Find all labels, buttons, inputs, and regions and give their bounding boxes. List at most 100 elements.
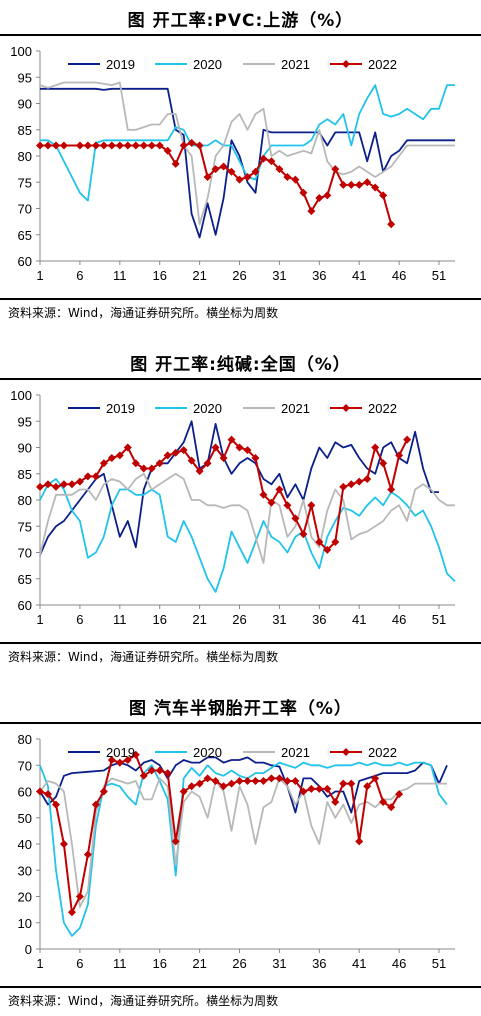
data-point-2022 — [75, 892, 84, 901]
x-tick-label: 21 — [192, 612, 206, 627]
data-point-2022 — [99, 787, 108, 796]
series-line-2020 — [39, 478, 456, 593]
data-point-2022 — [267, 157, 276, 166]
data-point-2022 — [243, 777, 252, 785]
data-point-2022 — [315, 194, 324, 202]
data-point-2022 — [395, 451, 404, 460]
y-tick-label: 65 — [18, 572, 32, 587]
y-tick-label: 60 — [18, 598, 32, 613]
data-point-2022 — [259, 154, 268, 163]
data-point-2022 — [387, 803, 396, 812]
data-point-2022 — [387, 220, 396, 229]
x-tick-label: 1 — [36, 268, 43, 283]
y-tick-label: 90 — [18, 97, 32, 112]
y-tick-label: 40 — [18, 837, 32, 852]
x-tick-label: 51 — [432, 612, 446, 627]
data-point-2022 — [115, 141, 124, 150]
y-tick-label: 95 — [18, 70, 32, 85]
data-point-2022 — [291, 514, 300, 523]
data-point-2022 — [67, 480, 76, 489]
data-point-2022 — [43, 480, 52, 489]
data-point-2022 — [363, 782, 372, 791]
legend-label-2019: 2019 — [106, 745, 135, 760]
legend-label-2022: 2022 — [368, 401, 397, 416]
data-point-2022 — [275, 774, 284, 783]
legend-marker-2022 — [342, 60, 350, 68]
data-point-2022 — [115, 451, 124, 460]
legend-label-2019: 2019 — [106, 401, 135, 416]
x-tick-label: 16 — [152, 956, 166, 971]
data-point-2022 — [339, 180, 348, 189]
data-point-2022 — [211, 777, 220, 785]
footer-rule — [0, 986, 481, 988]
chart-title: 图 开工率:纯碱:全国（%） — [130, 355, 351, 375]
data-point-2022 — [299, 530, 308, 539]
x-tick-label: 6 — [76, 268, 83, 283]
y-tick-label: 85 — [18, 467, 32, 482]
title-rule — [0, 378, 481, 380]
data-point-2022 — [107, 141, 116, 150]
data-point-2022 — [219, 782, 228, 791]
data-point-2022 — [99, 459, 108, 468]
data-point-2022 — [131, 141, 140, 150]
y-tick-label: 70 — [18, 202, 32, 217]
legend-label-2021: 2021 — [281, 745, 310, 760]
y-tick-label: 100 — [10, 44, 32, 59]
data-point-2022 — [187, 138, 196, 147]
data-point-2022 — [139, 464, 148, 473]
x-tick-label: 31 — [272, 612, 286, 627]
data-point-2022 — [131, 459, 140, 468]
data-point-2022 — [235, 443, 244, 452]
data-point-2022 — [339, 482, 348, 491]
data-point-2022 — [147, 766, 156, 775]
data-point-2022 — [363, 178, 372, 187]
data-point-2022 — [36, 141, 44, 150]
data-point-2022 — [43, 790, 52, 799]
data-point-2022 — [36, 787, 44, 796]
x-tick-label: 36 — [312, 268, 326, 283]
data-point-2022 — [323, 191, 332, 200]
data-point-2022 — [179, 787, 188, 796]
x-tick-label: 31 — [272, 956, 286, 971]
data-point-2022 — [291, 777, 300, 785]
y-tick-label: 10 — [18, 916, 32, 931]
data-point-2022 — [339, 779, 348, 788]
y-tick-label: 0 — [25, 942, 32, 957]
data-point-2022 — [395, 790, 404, 799]
x-tick-label: 11 — [113, 612, 127, 627]
y-tick-label: 75 — [18, 175, 32, 190]
data-point-2022 — [36, 482, 44, 491]
data-point-2022 — [195, 779, 204, 788]
x-tick-label: 26 — [232, 612, 246, 627]
data-point-2022 — [163, 146, 172, 155]
data-point-2022 — [187, 782, 196, 791]
data-point-2022 — [379, 459, 388, 468]
data-point-2022 — [75, 477, 84, 486]
source-note: 资料来源：Wind，海通证券研究所。横坐标为周数 — [8, 306, 279, 320]
x-tick-label: 26 — [232, 956, 246, 971]
legend-label-2022: 2022 — [368, 57, 397, 72]
legend-label-2021: 2021 — [281, 401, 310, 416]
x-tick-label: 46 — [392, 268, 406, 283]
data-point-2022 — [43, 141, 52, 150]
x-tick-label: 1 — [36, 956, 43, 971]
data-point-2022 — [123, 756, 132, 764]
data-point-2022 — [387, 485, 396, 494]
y-tick-label: 90 — [18, 441, 32, 456]
y-tick-label: 30 — [18, 863, 32, 878]
data-point-2022 — [179, 446, 188, 455]
chart-title: 图 汽车半钢胎开工率（%） — [129, 699, 352, 719]
data-point-2022 — [347, 180, 356, 189]
title-rule — [0, 34, 481, 36]
data-point-2022 — [307, 207, 316, 216]
data-point-2022 — [275, 165, 284, 174]
chart-title: 图 开工率:PVC:上游（%） — [127, 11, 354, 31]
y-tick-label: 60 — [18, 785, 32, 800]
data-point-2022 — [51, 482, 60, 491]
data-point-2022 — [147, 464, 156, 473]
legend-marker-2022 — [342, 404, 350, 412]
footer-rule — [0, 298, 481, 300]
data-point-2022 — [283, 777, 292, 785]
data-point-2022 — [227, 435, 236, 444]
y-tick-label: 20 — [18, 890, 32, 905]
